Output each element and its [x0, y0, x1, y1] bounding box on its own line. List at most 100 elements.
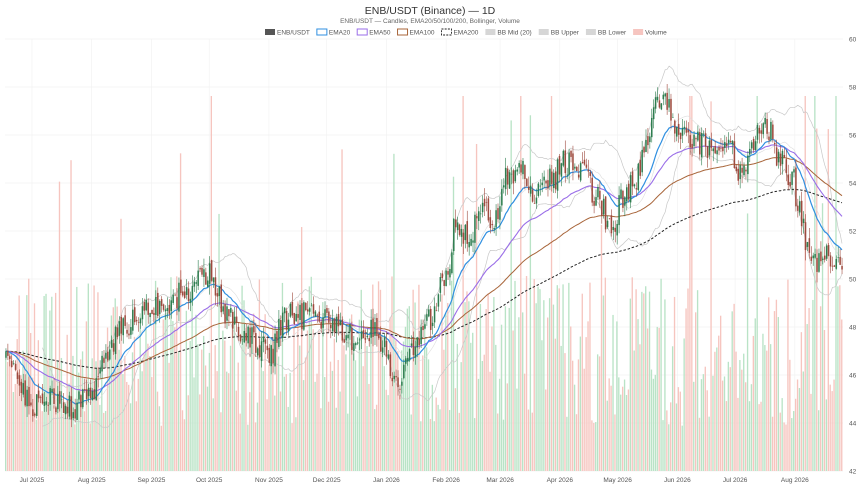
volume-bar [45, 293, 47, 471]
legend-swatch [633, 29, 644, 35]
volume-bar [164, 314, 166, 471]
x-tick-label: Jul 2026 [723, 477, 748, 484]
candle-body [226, 306, 228, 321]
volume-bar [470, 342, 472, 471]
volume-bar [325, 316, 328, 471]
volume-bar [737, 397, 739, 471]
candle-body [201, 268, 203, 275]
candle-body [662, 94, 665, 100]
candle-body [537, 183, 540, 196]
volume-bar [126, 381, 128, 471]
volume-bar [122, 374, 124, 471]
candle-body [514, 170, 517, 182]
candle-body [766, 119, 768, 134]
volume-bar [14, 383, 16, 471]
volume-bar [568, 282, 570, 471]
candle-body [401, 381, 403, 386]
volume-bar [691, 96, 693, 471]
volume-bar [201, 349, 203, 471]
candle-body [308, 308, 311, 312]
volume-bar [798, 387, 801, 471]
volume-bar [8, 354, 11, 471]
candle-body [166, 307, 169, 311]
volume-bar [231, 324, 234, 471]
volume-bar [818, 410, 820, 471]
volume-bar [604, 277, 607, 471]
candle-body [474, 214, 476, 243]
volume-bar [677, 387, 680, 471]
volume-bar [635, 289, 637, 471]
volume-bar [108, 355, 111, 471]
volume-bar [652, 378, 655, 471]
volume-bar [258, 279, 261, 471]
candle-body [626, 187, 628, 202]
volume-bar [214, 345, 216, 471]
volume-bar [287, 406, 289, 471]
volume-bar [800, 332, 803, 471]
candle-body [437, 294, 440, 307]
candle-body [758, 127, 761, 134]
candle-body [483, 198, 486, 207]
x-tick-label: Apr 2026 [547, 477, 574, 484]
volume-bar [833, 379, 835, 471]
candle-body [839, 256, 841, 265]
candle-body [674, 120, 676, 134]
candle-body [637, 163, 640, 191]
candle-body [579, 163, 582, 181]
candle-body [258, 345, 261, 358]
volume-bar [591, 420, 593, 471]
candle-body [695, 138, 697, 140]
candle-body [823, 255, 826, 260]
volume-bar [10, 350, 13, 471]
volume-bars [5, 96, 843, 472]
candle-body [418, 338, 420, 346]
candle-body [445, 270, 447, 287]
volume-bar [60, 357, 63, 471]
candle-body [237, 326, 240, 337]
candle-body [501, 188, 503, 206]
candle-body [835, 258, 838, 269]
candle-body [800, 200, 803, 227]
candle-body [43, 401, 46, 406]
volume-bar [602, 295, 605, 471]
candle-body [155, 297, 157, 315]
candle-body [627, 183, 630, 200]
volume-bar [53, 405, 55, 471]
candle-body [72, 412, 75, 419]
volume-bar [283, 376, 286, 471]
candle-body [687, 129, 690, 133]
volume-bar [237, 362, 239, 471]
volume-bar [702, 374, 705, 471]
candle-body [472, 240, 474, 243]
candle-body [639, 159, 641, 176]
volume-bar [475, 143, 478, 471]
candle-body [107, 351, 109, 361]
volume-bar [675, 403, 678, 471]
volume-bar [510, 120, 512, 471]
x-tick-label: Oct 2025 [196, 477, 223, 484]
candle-body [633, 184, 636, 187]
candle-body [412, 339, 415, 355]
candle-body [210, 260, 213, 281]
volume-bar [495, 344, 497, 471]
candle-body [135, 319, 138, 322]
candle-body [762, 123, 765, 135]
legend-swatch [316, 28, 328, 36]
candle-body [168, 304, 171, 314]
candle-body [502, 185, 505, 188]
volume-bar [289, 372, 291, 471]
candle-body [9, 356, 11, 359]
candle-body [583, 159, 586, 165]
legend: ENB/USDT EMA20 EMA50 EMA100 EMA200 BB Mid (20… [265, 28, 667, 37]
volume-bar [183, 419, 186, 471]
volume-bar [293, 328, 295, 471]
candle-body [116, 327, 119, 338]
volume-bar [179, 153, 182, 471]
candle-body [68, 395, 71, 417]
volume-bar [550, 96, 553, 471]
candle-body [689, 135, 691, 148]
volume-bar [472, 332, 474, 471]
legend-item: Volume [633, 29, 667, 37]
chart-title: ENB/USDT (Binance) — 1D [365, 5, 496, 17]
volume-bar [226, 371, 228, 471]
